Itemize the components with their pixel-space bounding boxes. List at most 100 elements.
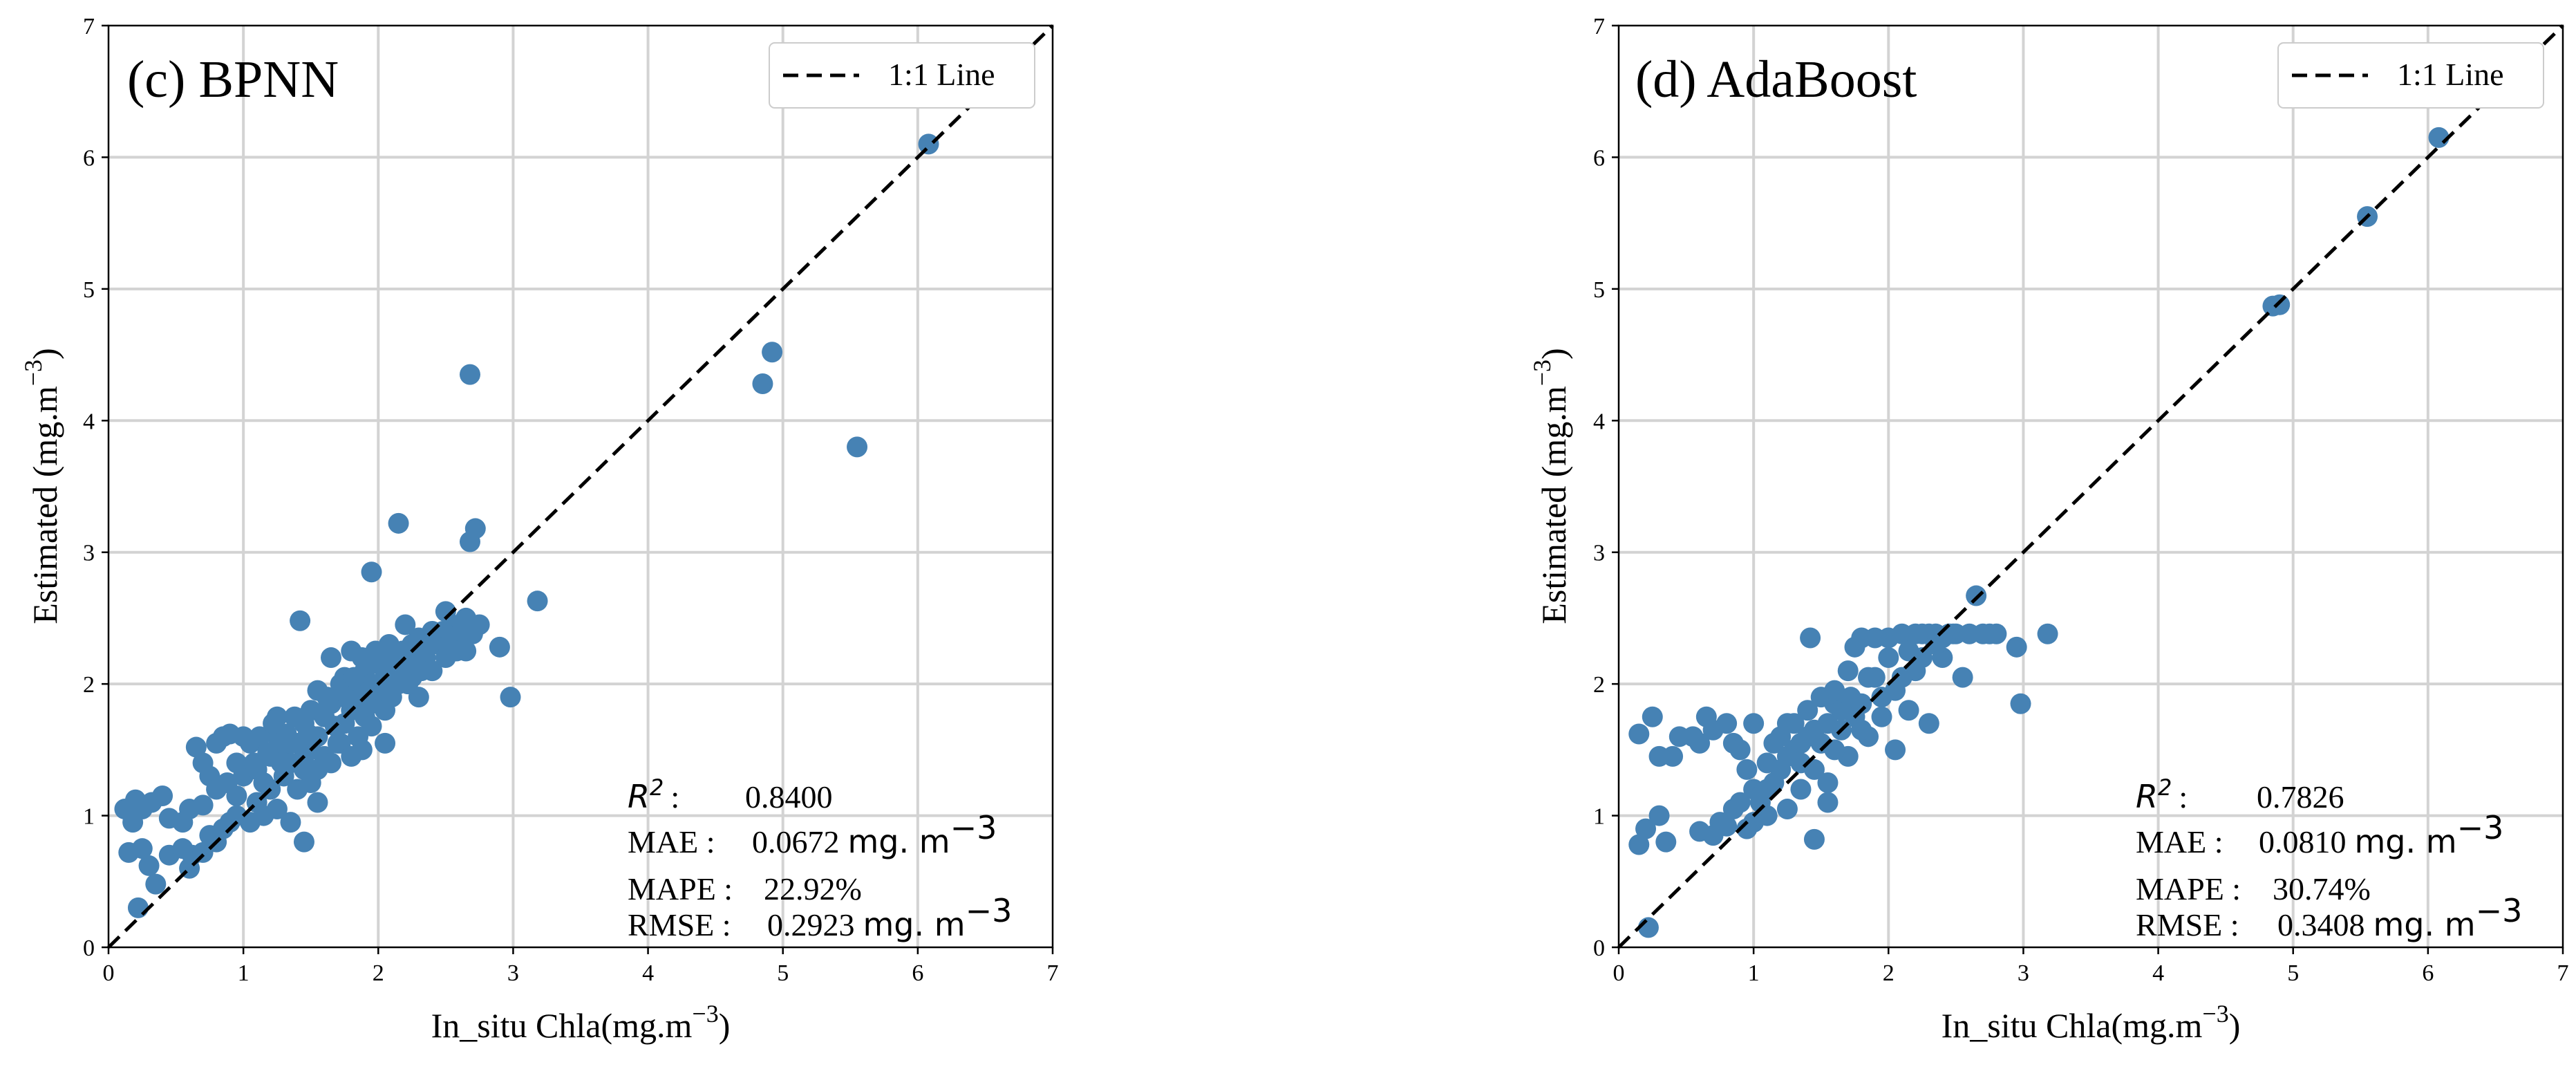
- y-tick-label: 3: [83, 541, 95, 566]
- r2-superscript: 2: [2158, 774, 2172, 801]
- mae-metric: MAE : 0.0810 mg. m−3: [2136, 809, 2503, 860]
- y-axis-label-text: Estimated (mg.m: [26, 386, 64, 624]
- data-point: [152, 786, 173, 807]
- plot-frame: [1617, 24, 2564, 949]
- metrics-block: R2:0.8400 MAE :0.0672 mg. m−3 MAPE :22.92…: [628, 774, 1012, 943]
- data-point: [1736, 818, 1758, 839]
- rmse-metric: RMSE : 0.2923 mg. m−3: [628, 892, 1012, 943]
- data-point: [293, 831, 314, 853]
- data-point: [338, 689, 359, 710]
- y-tick-label: 1: [83, 804, 95, 830]
- data-point: [361, 716, 382, 737]
- y-axis-unit-exponent: −3: [19, 360, 47, 386]
- metrics-block: R2:0.7826 MAE :0.0810 mg. m−3 MAPE :30.74…: [2136, 774, 2522, 943]
- data-point: [1642, 706, 1663, 727]
- y-axis-label: Estimated (mg.m−3): [19, 348, 64, 624]
- r2-separator: :: [670, 779, 679, 815]
- data-point: [1858, 667, 1879, 688]
- data-point: [138, 855, 160, 876]
- y-tick-label: 2: [1593, 672, 1605, 698]
- data-point: [307, 792, 328, 813]
- data-point: [1709, 812, 1731, 833]
- rmse-label: RMSE :: [2136, 907, 2239, 942]
- r2-symbol: R: [2136, 778, 2158, 815]
- mae-value: 0.0672: [752, 824, 840, 859]
- data-point: [131, 838, 153, 859]
- legend-label: 1:1 Line: [888, 57, 995, 92]
- x-tick-label: 1: [1748, 960, 1760, 986]
- legend-box: [769, 42, 1035, 109]
- x-tick-label: 2: [373, 960, 384, 986]
- one-to-one-line: [1617, 24, 2564, 949]
- data-point: [370, 680, 392, 701]
- data-point: [192, 794, 214, 816]
- data-point: [1689, 732, 1711, 754]
- r2-symbol: R: [628, 778, 650, 815]
- data-point: [297, 723, 319, 745]
- x-axis-label-text: In_situ Chla(mg.m: [1942, 1006, 2203, 1045]
- data-point: [1662, 745, 1684, 767]
- data-point: [1871, 706, 1892, 727]
- data-point: [344, 667, 365, 688]
- one-to-one-line: [107, 24, 1054, 949]
- x-axis-label: In_situ Chla(mg.m−3): [431, 1000, 731, 1045]
- data-point: [280, 732, 301, 754]
- data-point: [446, 640, 467, 662]
- data-point: [1966, 585, 1987, 606]
- data-point: [1797, 700, 1818, 721]
- x-tick-label: 3: [507, 960, 519, 986]
- data-point: [266, 799, 288, 820]
- grid: [109, 26, 1053, 947]
- rmse-unit-exponent: −3: [2476, 892, 2523, 929]
- scatter-panel-adaboost: 0 1 2 3 4 5 6 7 0 1 2 3 4 5 6 7 (d) AdaBoost 1:1 Line R…: [1528, 14, 2569, 1045]
- x-tick-label: 4: [642, 960, 654, 986]
- legend-box: [2277, 42, 2544, 109]
- data-point: [206, 732, 227, 754]
- data-point: [1749, 786, 1771, 807]
- data-point: [1790, 752, 1812, 774]
- x-tick-label: 1: [238, 960, 250, 986]
- data-point: [1648, 805, 1670, 826]
- data-point: [1844, 636, 1865, 658]
- data-point: [1817, 792, 1839, 813]
- data-point: [249, 726, 270, 747]
- data-point: [2010, 693, 2031, 714]
- mape-value: 30.74%: [2273, 871, 2371, 907]
- data-point: [388, 512, 409, 534]
- y-tick-label: 0: [83, 936, 95, 961]
- data-point: [226, 786, 247, 807]
- data-point: [411, 660, 432, 682]
- data-point: [1635, 818, 1657, 839]
- data-point: [1837, 660, 1859, 682]
- legend: 1:1 Line: [769, 42, 1035, 109]
- data-point: [1898, 700, 1919, 721]
- data-point: [384, 660, 405, 682]
- y-axis-unit-exponent: −3: [1528, 360, 1556, 386]
- data-point: [1776, 799, 1798, 820]
- panel-title: (c) BPNN: [127, 50, 339, 109]
- mae-unit-exponent: −3: [950, 809, 997, 846]
- data-point: [145, 873, 167, 895]
- x-tick-label: 6: [912, 960, 923, 986]
- data-point: [489, 636, 510, 658]
- data-point: [290, 610, 311, 631]
- data-point: [320, 752, 341, 774]
- plot-frame: [107, 24, 1054, 949]
- data-point: [1885, 739, 1906, 761]
- mae-value: 0.0810: [2259, 824, 2347, 859]
- legend: 1:1 Line: [2277, 42, 2544, 109]
- rmse-unit: mg. m: [2373, 906, 2476, 943]
- data-point: [1800, 627, 1821, 649]
- x-tick-label: 6: [2422, 960, 2434, 986]
- data-point: [311, 703, 332, 724]
- x-tick-label: 0: [103, 960, 115, 986]
- data-point: [500, 687, 521, 708]
- mape-value: 22.92%: [764, 871, 862, 907]
- data-point: [527, 591, 548, 612]
- data-point: [1986, 623, 2007, 644]
- r2-value: 0.8400: [745, 779, 833, 815]
- r2-separator: :: [2179, 779, 2188, 815]
- data-point: [1885, 680, 1906, 701]
- data-point: [1817, 772, 1839, 793]
